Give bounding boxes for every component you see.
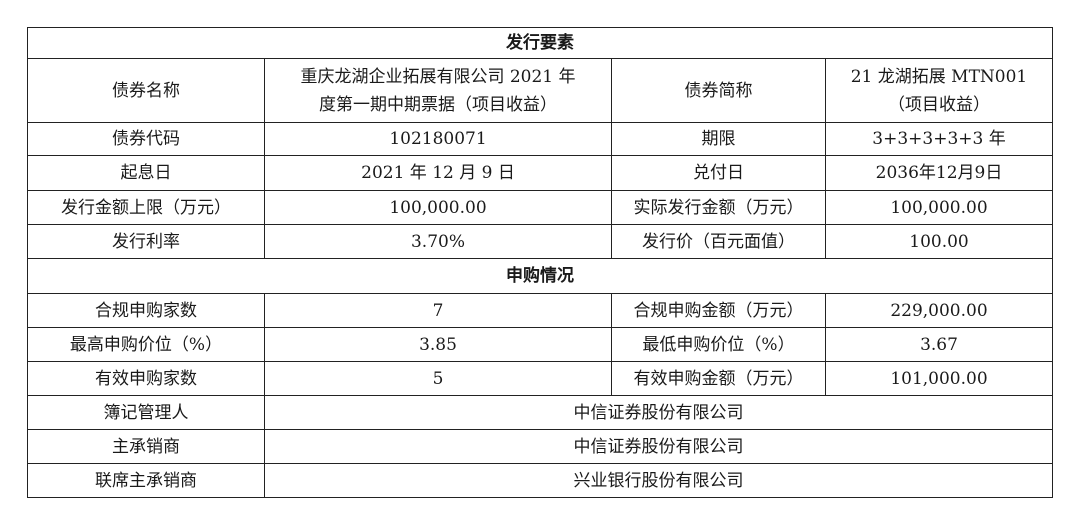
label-compliant-amount: 合规申购金额（万元） [611,293,826,328]
label-term: 期限 [611,122,826,156]
label-rate: 发行利率 [27,224,265,259]
value-valid-amount: 101,000.00 [825,361,1053,396]
label-cap: 发行金额上限（万元） [27,190,265,225]
value-short-name: 21 龙湖拓展 MTN001 （项目收益） [825,58,1053,123]
value-actual: 100,000.00 [825,190,1053,225]
bond-name-line1: 重庆龙湖企业拓展有限公司 2021 年 [300,66,576,87]
label-valid-amount: 有效申购金额（万元） [611,361,826,396]
label-bond-name: 债券名称 [27,58,265,123]
value-compliant-count: 7 [264,293,612,328]
label-min-price: 最低申购价位（%） [611,327,826,362]
value-rate: 3.70% [264,224,612,259]
section-header-subscription: 申购情况 [27,258,1053,294]
label-max-price: 最高申购价位（%） [27,327,265,362]
label-lead: 主承销商 [27,429,265,464]
label-colead: 联席主承销商 [27,463,265,498]
value-min-price: 3.67 [825,327,1053,362]
label-actual: 实际发行金额（万元） [611,190,826,225]
value-compliant-amount: 229,000.00 [825,293,1053,328]
label-bookrunner: 簿记管理人 [27,395,265,430]
bond-issuance-table: 发行要素 债券名称 重庆龙湖企业拓展有限公司 2021 年度第一期中期票据（项目… [27,27,1053,498]
value-bond-name: 重庆龙湖企业拓展有限公司 2021 年度第一期中期票据（项目收益） [264,58,612,123]
value-code: 102180071 [264,122,612,156]
value-max-price: 3.85 [264,327,612,362]
label-value-date: 起息日 [27,155,265,191]
label-valid-count: 有效申购家数 [27,361,265,396]
short-name-line1: 21 龙湖拓展 MTN001 [850,66,1028,87]
value-valid-count: 5 [264,361,612,396]
label-price: 发行价（百元面值） [611,224,826,259]
label-short-name: 债券简称 [611,58,826,123]
bond-name-line2: 度第一期中期票据（项目收益） [319,94,557,115]
value-maturity: 2036年12月9日 [825,155,1053,191]
value-colead: 兴业银行股份有限公司 [264,463,1053,498]
value-term: 3+3+3+3+3 年 [825,122,1053,156]
value-lead: 中信证券股份有限公司 [264,429,1053,464]
section-header-issuance: 发行要素 [27,27,1053,59]
value-price: 100.00 [825,224,1053,259]
value-bookrunner: 中信证券股份有限公司 [264,395,1053,430]
label-code: 债券代码 [27,122,265,156]
short-name-line2: （项目收益） [888,94,990,115]
label-maturity: 兑付日 [611,155,826,191]
value-cap: 100,000.00 [264,190,612,225]
value-value-date: 2021 年 12 月 9 日 [264,155,612,191]
label-compliant-count: 合规申购家数 [27,293,265,328]
